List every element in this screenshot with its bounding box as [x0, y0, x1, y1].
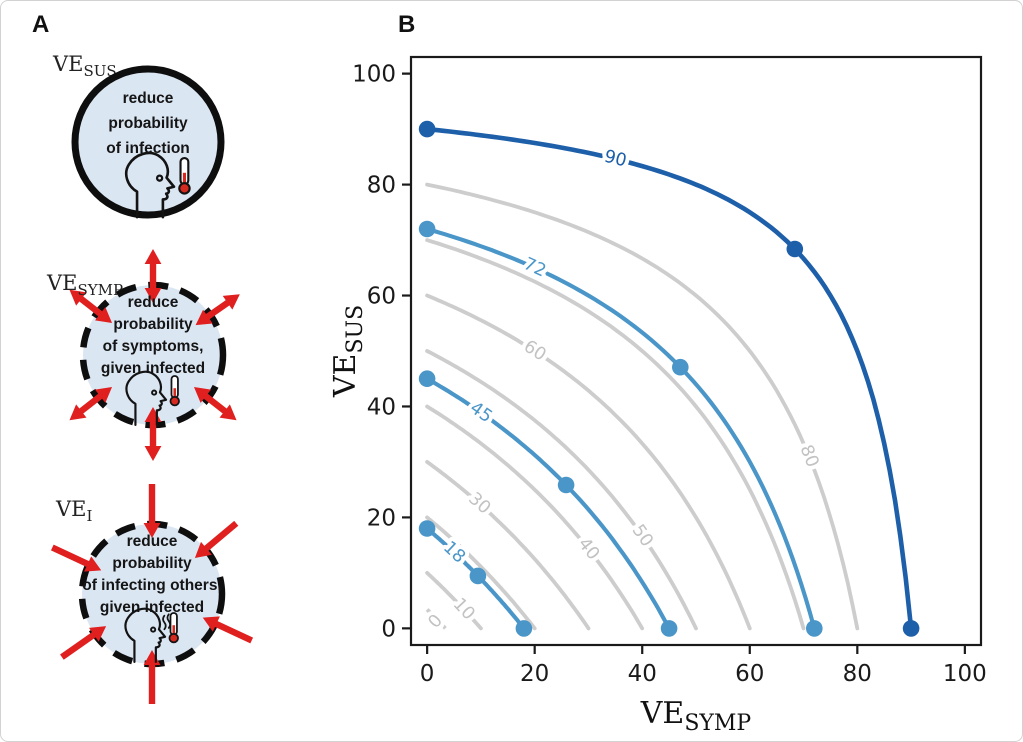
data-point: [418, 370, 436, 388]
y-tick-label: 80: [367, 173, 396, 199]
y-tick-label: 20: [367, 505, 396, 531]
data-point: [418, 120, 436, 138]
x-tick-label: 40: [628, 661, 657, 687]
ve-sus-title: VESUS: [52, 52, 117, 80]
contour-line-30: [425, 460, 591, 631]
contour-line-40: [425, 404, 645, 631]
arrow-head: [194, 541, 212, 559]
contour-label-60: 60: [520, 337, 550, 366]
data-point: [672, 358, 689, 376]
arrow-head: [89, 626, 107, 642]
ve-i-diagram: VEI reduce probability of infecting othe…: [50, 484, 254, 704]
contour-label-0: 0: [425, 611, 447, 633]
arrow-head: [144, 446, 162, 461]
data-point: [902, 620, 920, 637]
arrow-head: [202, 616, 220, 632]
axis-ticks: 0 20 40 60 80 100 0 20 40 60 80 100: [352, 62, 987, 687]
contour-label-80: 80: [795, 442, 822, 470]
x-tick-label: 60: [735, 661, 764, 687]
panel-a-diagram: VESUS reduce probability of infection VE…: [46, 52, 254, 704]
panel-b-label: B: [398, 11, 416, 38]
data-point: [806, 620, 823, 637]
contour-line-70: [425, 238, 806, 631]
contour-line-60: [425, 293, 752, 631]
ve-i-title: VEI: [55, 497, 93, 525]
contour-line-45: [425, 376, 672, 631]
arrow-head: [195, 309, 213, 326]
arrow-head: [95, 387, 113, 403]
arrow-head: [144, 288, 162, 303]
circle-text-line: reduce: [127, 533, 178, 550]
data-point: [418, 520, 436, 537]
arrow-head: [144, 249, 162, 264]
heat-squiggle-icon: [162, 614, 167, 631]
arrow-head: [222, 294, 240, 310]
arrow-head: [69, 289, 87, 306]
arrow-shaft: [201, 391, 230, 416]
contour-dots: [418, 120, 920, 637]
y-tick-label: 40: [367, 394, 396, 420]
data-point: [469, 567, 487, 585]
x-axis-label: VESYMP: [640, 696, 752, 736]
data-point: [418, 220, 436, 238]
arrow-shaft: [76, 391, 105, 416]
circle-text-line: given infected: [100, 599, 204, 616]
y-tick-label: 0: [381, 616, 396, 642]
head-thermometer-fever-icon: [124, 607, 180, 664]
contour-line-80: [425, 182, 860, 631]
contour-label-45: 45: [466, 398, 496, 427]
arrow-head: [95, 307, 113, 323]
arrow-shaft: [210, 619, 254, 644]
circle-text-line: of infecting others,: [82, 577, 222, 594]
gray-contours: [425, 182, 860, 631]
circle-text-line: of infection: [106, 140, 190, 157]
circle-text-line: reduce: [128, 294, 179, 311]
circle-text-line: of symptoms,: [103, 338, 204, 355]
circle-text-line: probability: [112, 555, 192, 572]
y-axis-label: VESUS: [331, 305, 368, 398]
contour-line-10: [425, 571, 483, 631]
arrow-shaft: [203, 298, 232, 321]
arrow-shaft: [200, 520, 239, 554]
data-point: [786, 240, 804, 258]
contour-line-90: [424, 126, 914, 631]
highlight-contours: [424, 126, 914, 631]
contour-line-72: [425, 226, 817, 631]
circle-text-line: given infected: [101, 360, 205, 377]
ve-symp-title: VESYMP: [46, 271, 123, 299]
ve-symp-diagram: VESYMP reduce probability of symptoms, g…: [46, 249, 240, 461]
arrow-shaft: [60, 629, 100, 660]
arrow-head: [219, 404, 237, 421]
plot-frame: [409, 55, 983, 647]
arrow-head: [143, 523, 161, 538]
arrow-shaft: [50, 544, 94, 569]
contour-line-50: [425, 349, 698, 631]
x-tick-label: 0: [420, 661, 435, 687]
arrow-head: [84, 556, 102, 572]
x-tick-label: 80: [843, 661, 872, 687]
arrow-shaft: [76, 294, 105, 319]
circle-text-line: probability: [108, 115, 188, 132]
contour-line-20: [425, 515, 537, 631]
data-point: [557, 476, 575, 494]
panel-a-label: A: [32, 11, 50, 38]
contour-label-50: 50: [628, 521, 657, 551]
y-tick-label: 100: [352, 62, 396, 88]
circle-text-line: reduce: [123, 90, 174, 107]
data-point: [660, 620, 678, 637]
heat-squiggle-icon: [166, 613, 172, 629]
contour-label-90: 90: [602, 147, 628, 172]
ve-sus-diagram: VESUS reduce probability of infection: [52, 52, 225, 219]
arrow-head: [193, 387, 211, 403]
data-point: [515, 620, 533, 637]
x-tick-label: 100: [943, 661, 987, 687]
x-tick-label: 20: [520, 661, 549, 687]
contour-line-0: [425, 608, 447, 630]
arrow-head: [69, 404, 87, 421]
circle-text-line: probability: [113, 316, 193, 333]
y-tick-label: 60: [367, 284, 396, 310]
ve-i-arrows: [50, 484, 254, 704]
